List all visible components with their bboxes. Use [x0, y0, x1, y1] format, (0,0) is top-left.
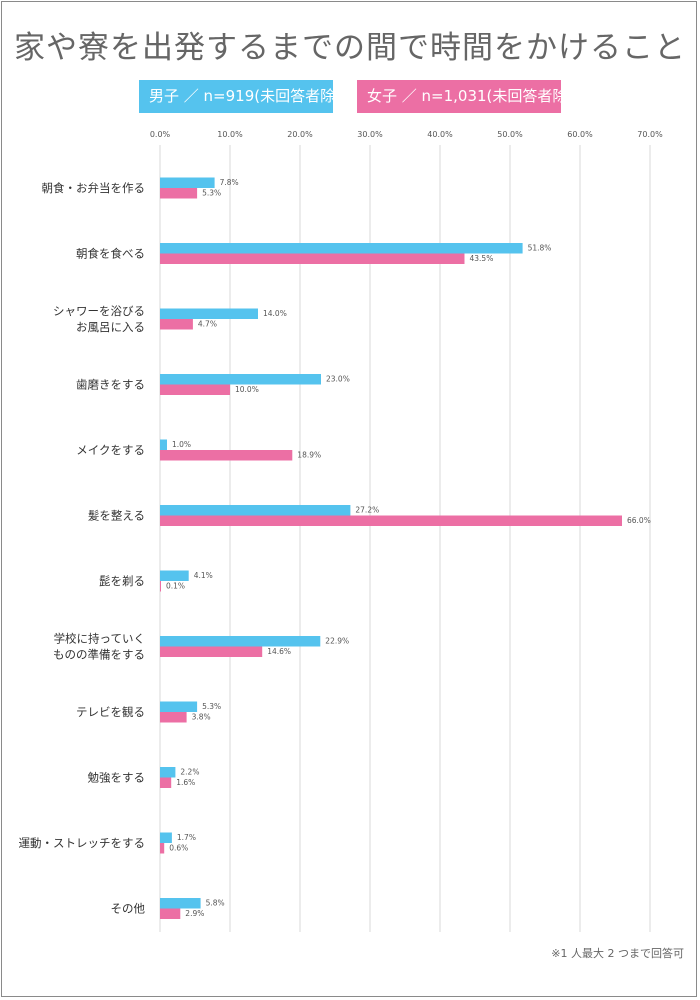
data-label-female: 2.9%	[185, 909, 204, 918]
data-label-male: 7.8%	[220, 178, 239, 187]
data-label-male: 2.2%	[180, 768, 199, 777]
bar-female	[160, 319, 193, 330]
x-tick-label: 40.0%	[427, 130, 453, 139]
category-label: 歯磨きをする	[76, 378, 145, 392]
bar-female	[160, 515, 622, 526]
data-label-female: 5.3%	[202, 189, 221, 198]
bar-female	[160, 908, 181, 919]
bar-female	[160, 384, 230, 395]
bar-male	[160, 308, 258, 319]
data-label-male: 5.8%	[206, 899, 225, 908]
bar-female	[160, 581, 161, 592]
x-tick-label: 60.0%	[567, 130, 593, 139]
bar-male	[160, 898, 201, 909]
bar-female	[160, 712, 187, 723]
chart-title: 家や寮を出発するまでの間で時間をかけること	[14, 30, 686, 66]
data-label-male: 27.2%	[355, 506, 379, 515]
data-label-male: 14.0%	[263, 309, 287, 318]
bar-male	[160, 439, 167, 450]
x-tick-label: 10.0%	[217, 130, 243, 139]
data-label-male: 51.8%	[528, 244, 552, 253]
data-label-female: 0.6%	[169, 844, 188, 853]
data-label-male: 1.0%	[172, 440, 191, 449]
data-label-female: 10.0%	[235, 385, 259, 394]
data-label-female: 43.5%	[470, 254, 494, 263]
data-label-female: 4.7%	[198, 320, 217, 329]
bar-male	[160, 374, 321, 385]
category-label: 学校に持っていく	[54, 632, 145, 646]
bar-male	[160, 636, 321, 647]
bar-female	[160, 188, 198, 199]
bar-male	[160, 570, 189, 581]
category-label: ものの準備をする	[53, 648, 145, 662]
category-label: テレビを観る	[76, 705, 145, 719]
legend-female: 女子 ／ n=1,031(未回答者除く)	[357, 80, 588, 113]
bar-female	[160, 646, 263, 657]
category-label: シャワーを浴びる	[53, 304, 145, 318]
category-label: 髪を整える	[88, 509, 145, 523]
data-label-female: 0.1%	[166, 582, 185, 591]
data-label-male: 1.7%	[177, 833, 196, 842]
bar-male	[160, 701, 198, 712]
x-tick-label: 0.0%	[150, 130, 171, 139]
x-tick-label: 50.0%	[497, 130, 523, 139]
category-label: 髭を剃る	[99, 574, 145, 588]
x-tick-label: 20.0%	[287, 130, 313, 139]
data-label-female: 18.9%	[297, 451, 321, 460]
bar-male	[160, 505, 351, 516]
footnote: ※1 人最大 2 つまで回答可	[551, 947, 684, 960]
bar-male	[160, 243, 523, 254]
data-label-male: 4.1%	[194, 571, 213, 580]
bar-male	[160, 832, 172, 843]
bar-female	[160, 843, 165, 854]
legend-male: 男子 ／ n=919(未回答者除く)	[139, 80, 356, 113]
category-label: その他	[111, 902, 146, 916]
data-label-male: 23.0%	[326, 375, 350, 384]
data-label-male: 22.9%	[325, 637, 349, 646]
category-label: お風呂に入る	[76, 320, 145, 334]
category-label: 運動・ストレッチをする	[19, 836, 146, 850]
bar-male	[160, 177, 215, 188]
bar-male	[160, 767, 176, 778]
data-label-female: 3.8%	[192, 713, 211, 722]
data-label-female: 1.6%	[176, 778, 195, 787]
category-label: 朝食を食べる	[76, 247, 145, 261]
category-label: メイクをする	[76, 443, 145, 457]
bar-female	[160, 450, 293, 461]
x-tick-label: 70.0%	[637, 130, 663, 139]
category-label: 勉強をする	[88, 771, 146, 785]
category-label: 朝食・お弁当を作る	[42, 181, 146, 195]
data-label-female: 66.0%	[627, 516, 651, 525]
bar-female	[160, 253, 465, 264]
bar-female	[160, 777, 172, 788]
data-label-female: 14.6%	[267, 647, 291, 656]
data-label-male: 5.3%	[202, 702, 221, 711]
x-tick-label: 30.0%	[357, 130, 383, 139]
